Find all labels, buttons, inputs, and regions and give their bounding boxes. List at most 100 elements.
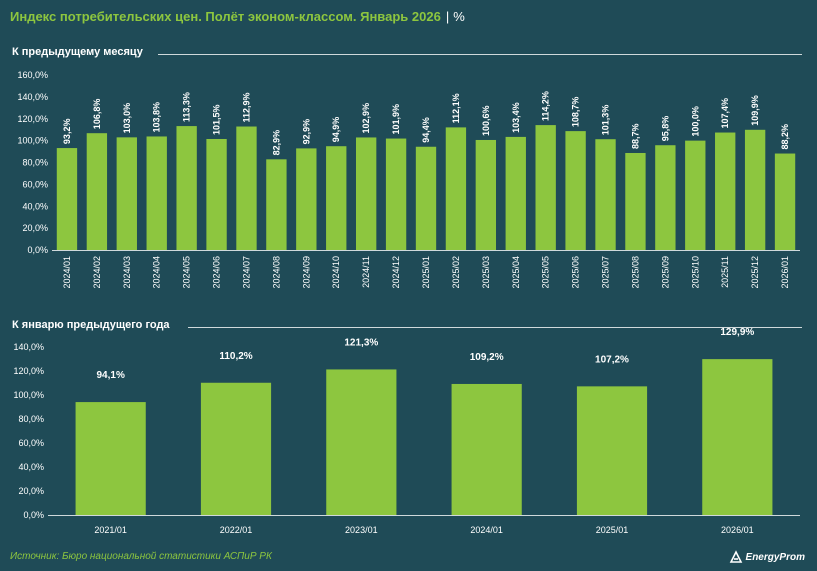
y-tick-label: 60,0% xyxy=(18,438,44,448)
data-label: 95,8% xyxy=(660,116,670,142)
bar xyxy=(415,146,437,250)
x-tick-label: 2024/05 xyxy=(182,256,192,289)
data-label: 102,9% xyxy=(361,103,371,134)
bar xyxy=(715,132,736,250)
data-label: 103,0% xyxy=(122,103,132,134)
data-label: 114,2% xyxy=(541,91,551,121)
x-tick-label: 2022/01 xyxy=(220,525,253,535)
data-label: 121,3% xyxy=(344,337,378,348)
bar xyxy=(595,139,616,250)
y-tick-label: 140,0% xyxy=(13,342,44,352)
x-tick-label: 2025/07 xyxy=(601,256,611,289)
data-label: 100,6% xyxy=(481,105,491,136)
data-label: 92,9% xyxy=(301,119,311,145)
bar xyxy=(576,386,648,515)
bar xyxy=(505,136,526,250)
x-tick-label: 2023/01 xyxy=(345,525,378,535)
bar xyxy=(326,369,397,515)
x-tick-label: 2024/08 xyxy=(271,256,281,289)
bar xyxy=(445,127,467,250)
x-tick-label: 2024/11 xyxy=(361,256,371,288)
y-tick-label: 100,0% xyxy=(17,136,48,146)
x-tick-label: 2024/02 xyxy=(92,256,102,289)
data-label: 93,2% xyxy=(62,119,72,145)
bar xyxy=(702,359,773,515)
chart1-title: К предыдущему месяцу xyxy=(12,46,143,58)
bar xyxy=(565,131,586,250)
title-text: Индекс потребительских цен. Полёт эконом… xyxy=(10,9,441,24)
x-tick-label: 2026/01 xyxy=(780,256,790,289)
y-tick-label: 80,0% xyxy=(18,414,44,424)
bar xyxy=(200,382,272,515)
chart2-title: К январю предыдущего года xyxy=(12,319,170,331)
data-label: 94,4% xyxy=(421,117,431,143)
x-tick-label: 2025/11 xyxy=(720,256,730,288)
x-tick-label: 2026/01 xyxy=(721,525,754,535)
x-tick-label: 2021/01 xyxy=(94,525,127,535)
bar xyxy=(655,145,676,250)
footer: Источник: Бюро национальной статистики А… xyxy=(0,546,817,571)
data-label: 110,2% xyxy=(219,351,252,362)
x-tick-label: 2024/04 xyxy=(152,256,162,289)
title-unit: % xyxy=(453,9,465,24)
x-tick-label: 2024/01 xyxy=(470,525,503,535)
logo: EnergyProm xyxy=(729,550,805,564)
data-label: 107,4% xyxy=(720,98,730,129)
source-note: Источник: Бюро национальной статистики А… xyxy=(10,551,272,562)
chart2-title-rule xyxy=(188,327,802,328)
chart1-title-rule xyxy=(158,54,802,55)
monthly-bar-chart: 0,0% 20,0% 40,0% 60,0% 80,0% 100,0% 120,0% 140,… xyxy=(17,70,800,289)
bar xyxy=(535,125,556,250)
y-tick-label: 80,0% xyxy=(22,158,48,168)
data-label: 112,1% xyxy=(451,93,461,123)
data-label: 94,9% xyxy=(331,117,341,143)
bar xyxy=(176,126,197,250)
bar xyxy=(75,402,146,515)
y-tick-label: 20,0% xyxy=(22,223,48,233)
data-label: 82,9% xyxy=(271,130,281,156)
y-tick-label: 0,0% xyxy=(23,510,44,520)
bar xyxy=(774,153,796,250)
header: Индекс потребительских цен. Полёт эконом… xyxy=(0,0,817,36)
bar xyxy=(236,126,257,250)
data-label: 101,3% xyxy=(601,105,611,136)
x-tick-label: 2025/12 xyxy=(750,256,760,289)
data-label: 101,5% xyxy=(212,104,222,135)
y-tick-label: 120,0% xyxy=(17,114,48,124)
bar xyxy=(86,133,108,250)
data-label: 100,0% xyxy=(690,106,700,137)
x-tick-label: 2024/07 xyxy=(241,256,251,289)
y-tick-label: 0,0% xyxy=(27,245,48,255)
bar xyxy=(56,148,78,250)
data-label: 103,4% xyxy=(511,102,521,133)
bar xyxy=(451,383,522,515)
y-tick-label: 140,0% xyxy=(17,92,48,102)
x-tick-label: 2024/10 xyxy=(331,256,341,289)
bar xyxy=(266,159,287,250)
energyprom-logo-icon xyxy=(729,550,742,563)
data-label: 109,9% xyxy=(750,95,760,126)
y-tick-label: 60,0% xyxy=(22,179,48,189)
y-tick-label: 40,0% xyxy=(22,201,48,211)
bar xyxy=(625,152,646,250)
bar xyxy=(296,148,317,250)
x-tick-label: 2024/06 xyxy=(212,256,222,289)
x-tick-label: 2025/08 xyxy=(630,256,640,289)
page-title: Индекс потребительских цен. Полёт эконом… xyxy=(10,9,465,24)
bar xyxy=(744,129,766,250)
y-tick-label: 160,0% xyxy=(17,70,48,80)
bar xyxy=(685,140,706,250)
data-label: 107,2% xyxy=(595,354,629,365)
data-label: 108,7% xyxy=(571,97,581,128)
x-tick-label: 2024/01 xyxy=(62,256,72,289)
y-tick-label: 40,0% xyxy=(18,462,44,472)
x-tick-label: 2024/03 xyxy=(122,256,132,289)
x-tick-label: 2025/01 xyxy=(596,525,629,535)
data-label: 103,8% xyxy=(152,102,162,133)
x-tick-label: 2024/09 xyxy=(301,256,311,289)
x-tick-label: 2025/03 xyxy=(481,256,491,289)
yearly-bar-chart: 0,0% 20,0% 40,0% 60,0% 80,0% 100,0% 120,0% 140,… xyxy=(13,327,800,535)
data-label: 109,2% xyxy=(470,352,504,363)
x-tick-label: 2024/12 xyxy=(391,256,401,289)
data-label: 113,3% xyxy=(182,92,192,122)
